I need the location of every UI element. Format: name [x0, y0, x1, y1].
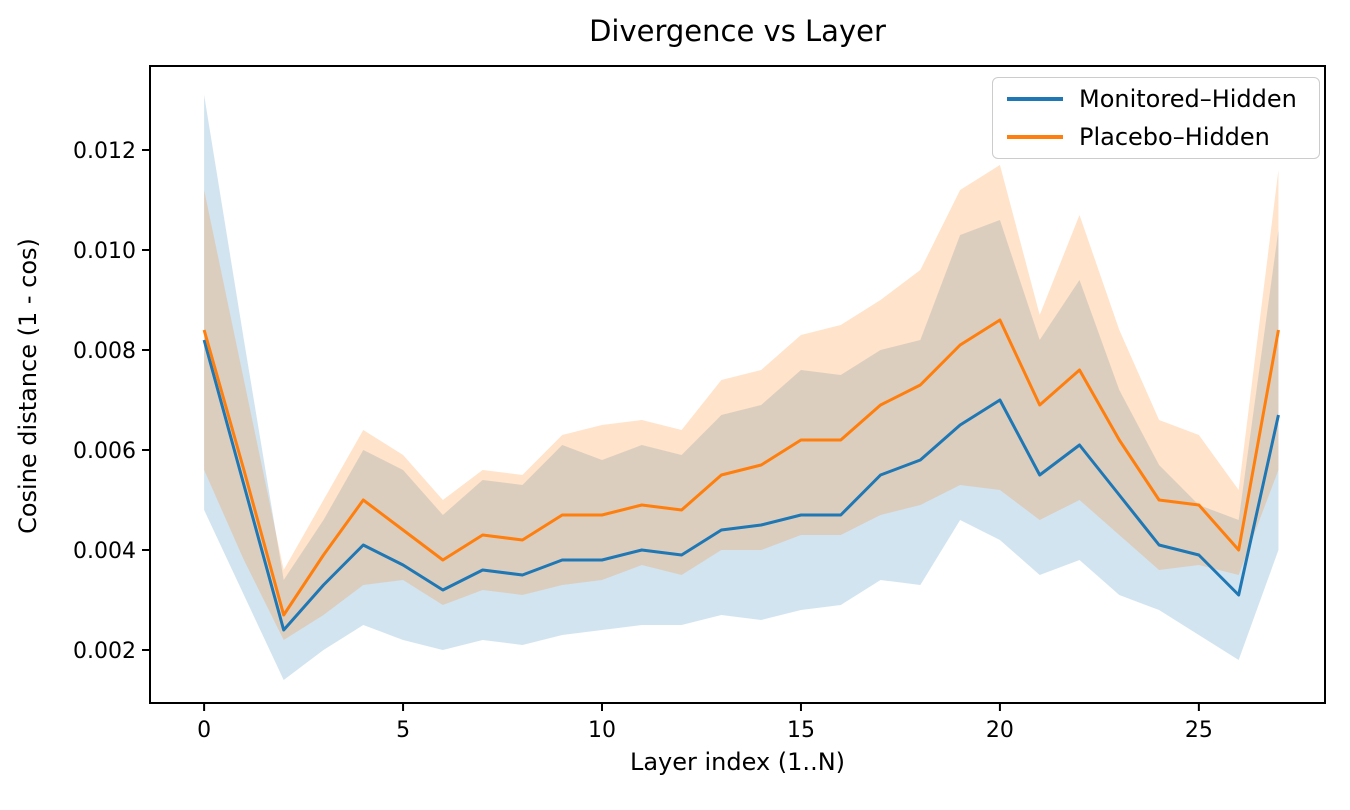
- x-tick-label: 10: [588, 718, 616, 743]
- legend-line-swatch: [1007, 97, 1063, 101]
- plot-border: [149, 65, 1326, 704]
- line-monitored-hidden: [202, 339, 1280, 632]
- y-tick-label: 0.010: [73, 239, 136, 264]
- x-tick-label: 5: [396, 718, 410, 743]
- legend-label: Monitored–Hidden: [1079, 85, 1297, 113]
- y-tick-label: 0.006: [73, 439, 136, 464]
- x-tick-label: 0: [197, 718, 211, 743]
- legend-line-swatch: [1007, 135, 1063, 139]
- x-tick-label: 15: [787, 718, 815, 743]
- y-tick-label: 0.002: [73, 639, 136, 664]
- line-placebo-hidden: [202, 318, 1280, 617]
- legend: Monitored–Hidden Placebo–Hidden: [992, 77, 1320, 159]
- confidence-band-placebo-hidden: [204, 165, 1279, 640]
- legend-item: Monitored–Hidden: [1007, 85, 1305, 113]
- chart-title: Divergence vs Layer: [589, 14, 886, 48]
- legend-label: Placebo–Hidden: [1079, 123, 1270, 151]
- x-tick-label: 20: [986, 718, 1014, 743]
- x-tick-label: 25: [1185, 718, 1213, 743]
- y-tick-label: 0.012: [73, 139, 136, 164]
- y-tick-label: 0.004: [73, 539, 136, 564]
- x-axis-label: Layer index (1..N): [629, 748, 846, 776]
- legend-item: Placebo–Hidden: [1007, 123, 1305, 151]
- y-tick-label: 0.008: [73, 339, 136, 364]
- confidence-band-monitored-hidden: [204, 95, 1279, 680]
